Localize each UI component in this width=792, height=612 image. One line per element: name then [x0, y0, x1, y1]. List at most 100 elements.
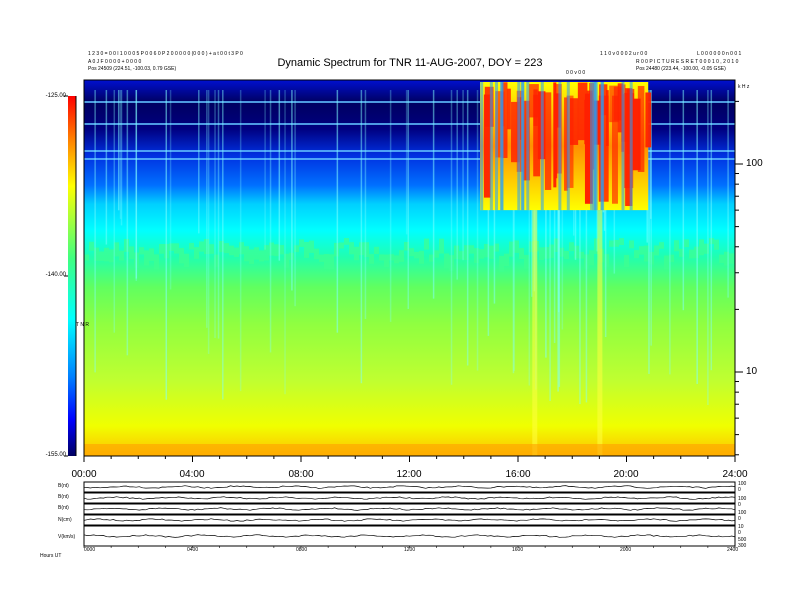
panel-label-by: B(nt) [58, 494, 69, 500]
colorbar [68, 96, 76, 456]
band-texture-8 [124, 238, 129, 252]
band-texture-113 [649, 251, 654, 265]
band-texture-5 [109, 249, 114, 263]
band-texture-80 [484, 244, 489, 258]
streak-30 [487, 90, 490, 336]
panel-frame-3 [83, 514, 736, 526]
frequency-unit-label: k H z [738, 84, 750, 90]
burst-core-44 [553, 82, 557, 188]
band-texture-70 [434, 250, 439, 258]
event-marker-label: 0 0 v 0 0 [566, 70, 586, 76]
band-texture-98 [574, 245, 579, 259]
colorbar-label: T N R [76, 322, 89, 328]
burst-core-41 [511, 101, 520, 163]
band-texture-93 [549, 244, 554, 259]
panel-frame-2 [83, 503, 736, 515]
band-texture-42 [294, 245, 299, 253]
burst-gap-15 [540, 82, 544, 211]
streak-16 [669, 90, 671, 375]
burst-core-26 [533, 89, 538, 126]
panel-trace-3 [83, 518, 736, 522]
band-texture-72 [444, 253, 449, 269]
streak-64 [650, 90, 652, 346]
band-texture-65 [409, 248, 414, 257]
streak-56 [650, 90, 652, 219]
band-texture-66 [414, 251, 419, 259]
panel-right-tick-10: 300 [738, 543, 747, 549]
band-texture-95 [559, 247, 564, 257]
band-texture-50 [334, 242, 339, 257]
band-texture-2 [94, 247, 99, 261]
panel-label-density: N(cm) [58, 517, 72, 523]
streak-8 [545, 90, 547, 358]
panel-trace-2 [83, 507, 736, 511]
burst-gap-4 [621, 82, 625, 211]
panel-frame-1 [83, 492, 736, 504]
burst-core-18 [577, 82, 588, 141]
band-texture-69 [429, 254, 434, 262]
streak-51 [364, 90, 367, 319]
streak-13 [450, 90, 453, 385]
band-texture-81 [489, 245, 494, 259]
band-texture-4 [104, 247, 109, 262]
band-texture-119 [679, 248, 684, 257]
band-texture-11 [139, 247, 144, 255]
band-texture-97 [569, 242, 574, 252]
band-texture-43 [299, 239, 304, 247]
streak-48 [585, 90, 588, 403]
panel-frame-0 [83, 481, 736, 493]
chart-title: Dynamic Spectrum for TNR 11-AUG-2007, DO… [277, 57, 543, 69]
band-texture-24 [204, 238, 209, 255]
burst-core-38 [584, 99, 592, 145]
band-texture-71 [439, 238, 444, 254]
burst-core-23 [637, 85, 645, 172]
header-right-line1: 1 1 0 v 0 0 0 2 u r 0 0 [600, 51, 648, 57]
streak-42 [389, 90, 392, 322]
streak-38 [165, 90, 168, 400]
streak-50 [126, 90, 129, 356]
burst-core-19 [566, 95, 574, 188]
burst-core-3 [544, 92, 552, 190]
band-texture-28 [224, 243, 229, 254]
burst-gap-1 [629, 82, 633, 211]
band-texture-27 [219, 240, 224, 253]
band-texture-114 [654, 245, 659, 256]
panel-trace-0 [83, 485, 736, 489]
band-texture-117 [669, 254, 674, 263]
band-texture-84 [504, 253, 509, 267]
burst-core-42 [501, 82, 508, 158]
band-texture-25 [209, 244, 214, 254]
band-texture-109 [629, 240, 634, 249]
burst-gap-7 [558, 82, 562, 211]
band-texture-13 [149, 248, 154, 261]
band-texture-121 [689, 249, 694, 259]
spectrogram-detail [84, 82, 735, 456]
band-texture-34 [254, 247, 259, 260]
panel-trace-1 [83, 496, 736, 500]
streak-26 [466, 90, 469, 366]
band-texture-125 [709, 238, 714, 245]
band-texture-40 [284, 253, 289, 268]
band-texture-6 [114, 242, 119, 257]
band-texture-102 [594, 238, 599, 255]
burst-core-30 [484, 86, 494, 127]
panel-time-tick-2400: 2400 [727, 547, 739, 553]
burst-tail-1 [597, 210, 603, 456]
band-texture-100 [584, 254, 589, 269]
header-right-position: Pos 24480 (223.44, -100.00, -0.05 GSE) [636, 66, 726, 72]
band-texture-101 [589, 250, 594, 266]
footer-hours-label: Hours UT [40, 553, 62, 559]
band-texture-20 [184, 253, 189, 268]
band-texture-30 [234, 247, 239, 257]
burst-core-33 [609, 85, 619, 123]
burst-gap-5 [526, 82, 530, 211]
burst-gap-16 [590, 82, 594, 211]
band-texture-110 [634, 250, 639, 259]
band-texture-14 [154, 254, 159, 270]
band-texture-33 [249, 249, 254, 265]
burst-core-17 [569, 98, 579, 145]
streak-47 [336, 90, 339, 333]
band-texture-124 [704, 243, 709, 254]
frequency-tick-100: 100 [746, 158, 763, 169]
band-texture-87 [519, 248, 524, 260]
